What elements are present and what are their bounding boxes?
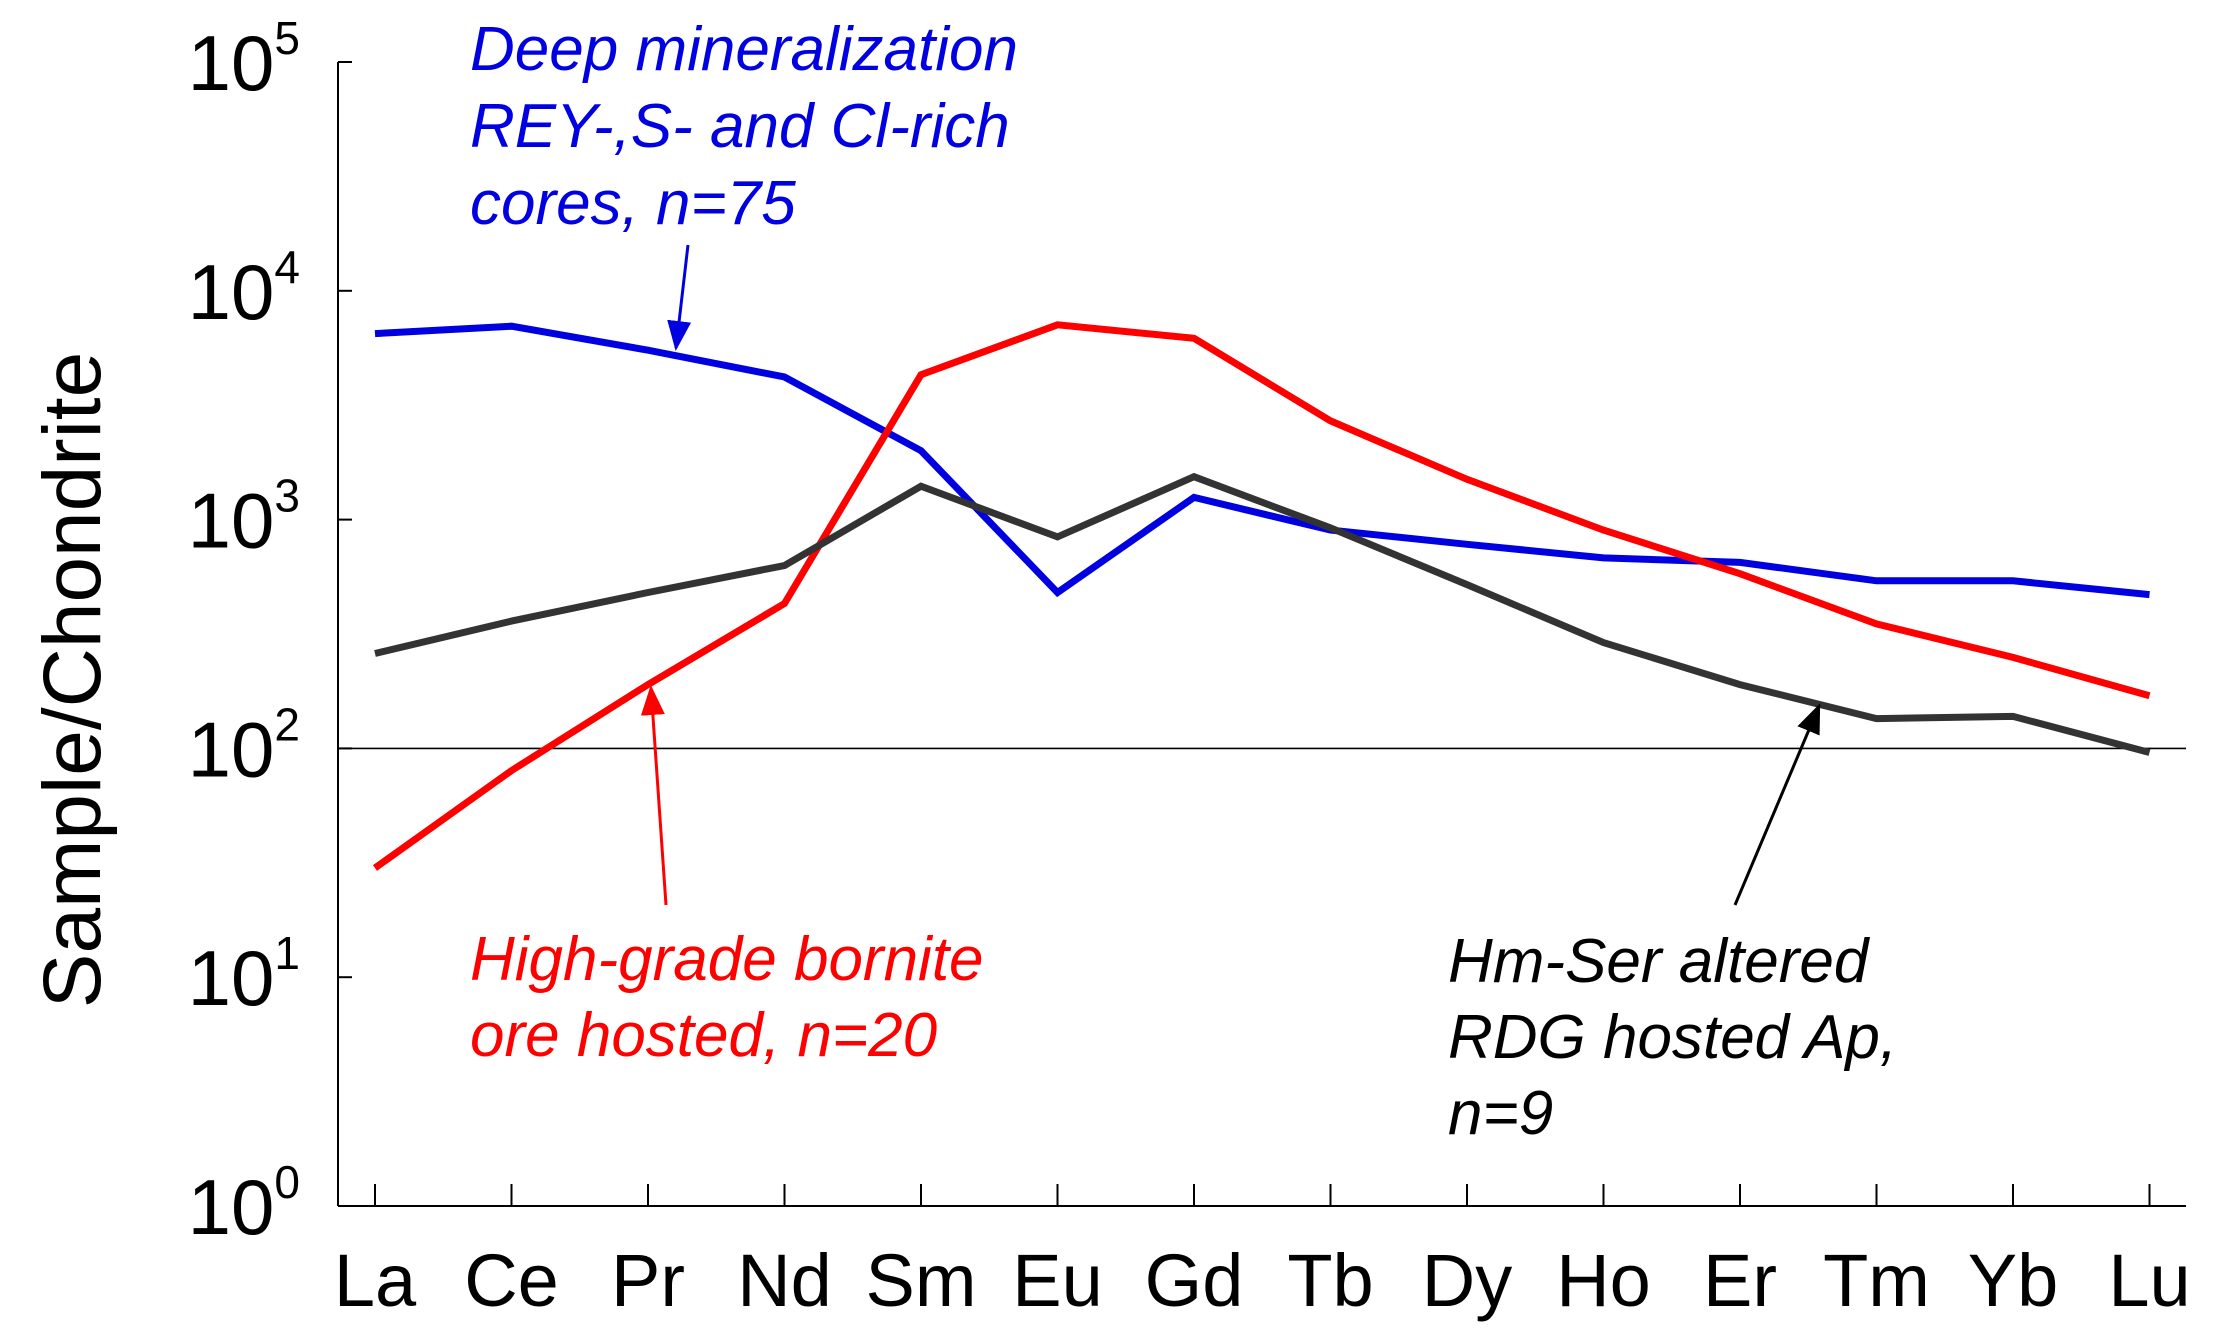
annotation-line: High-grade bornite <box>470 925 984 994</box>
annotation-label-1: Deep mineralization REY-,S- and Cl-rich co… <box>470 15 1018 238</box>
y-tick-label: 100 <box>188 1156 300 1251</box>
annotations: Deep mineralization REY-,S- and Cl-rich co… <box>470 15 1897 1148</box>
x-tick-label: Tm <box>1823 1239 1930 1322</box>
x-tick-label: Dy <box>1422 1239 1512 1322</box>
series-lines <box>372 321 2151 871</box>
series-line-1 <box>374 322 2150 599</box>
series-line-3 <box>374 472 2151 756</box>
y-tick-exponent: 1 <box>274 927 300 979</box>
x-tick-label: Yb <box>1968 1239 2059 1322</box>
x-tick-label: Gd <box>1145 1239 1244 1322</box>
annotation-line: REY-,S- and Cl-rich <box>470 92 1010 161</box>
y-tick-label: 101 <box>188 927 300 1022</box>
y-tick-exponent: 4 <box>274 241 300 293</box>
axes <box>337 61 2186 1207</box>
y-tick-label: 103 <box>188 470 300 565</box>
annotation-arrow-1 <box>667 244 692 351</box>
y-tick-exponent: 2 <box>274 698 300 750</box>
x-tick-label: Ce <box>464 1239 559 1322</box>
annotation-arrow-2 <box>640 685 668 906</box>
series-line-2 <box>372 321 2151 871</box>
x-tick-label: Lu <box>2108 1239 2190 1322</box>
y-tick-base: 10 <box>188 1163 275 1251</box>
annotation-line: cores, n=75 <box>470 169 796 238</box>
y-tick-label: 105 <box>188 12 300 107</box>
x-tick-label: Ho <box>1556 1239 1651 1322</box>
y-axis-label: Sample/Chondrite <box>27 352 118 1008</box>
x-tick-label: Pr <box>611 1239 685 1322</box>
y-tick-base: 10 <box>188 477 275 565</box>
y-tick-base: 10 <box>188 705 275 793</box>
x-tick-label: Sm <box>866 1239 977 1322</box>
x-tick-label: Eu <box>1012 1239 1103 1322</box>
y-tick-base: 10 <box>188 248 275 336</box>
y-tick-exponent: 0 <box>274 1156 300 1208</box>
x-tick-label: Tb <box>1287 1239 1373 1322</box>
x-tick-label: La <box>334 1239 417 1322</box>
y-tick-base: 10 <box>188 19 275 107</box>
annotation-arrow-3 <box>1733 703 1821 906</box>
annotation-label-3: Hm-Ser altered RDG hosted Ap, n=9 <box>1448 927 1897 1148</box>
y-tick-exponent: 5 <box>274 12 300 64</box>
y-tick-label: 104 <box>188 241 300 336</box>
x-tick-label: Er <box>1703 1239 1777 1322</box>
annotation-line: ore hosted, n=20 <box>470 1001 937 1070</box>
annotation-line: Deep mineralization <box>470 15 1018 84</box>
y-tick-exponent: 3 <box>274 470 300 522</box>
y-tick-label: 102 <box>188 698 300 793</box>
x-tick-labels: La Ce Pr Nd Sm Eu Gd Tb Dy Ho Er Tm Yb Lu <box>334 1239 2191 1322</box>
y-tick-base: 10 <box>188 934 275 1022</box>
annotation-label-2: High-grade bornite ore hosted, n=20 <box>470 925 984 1070</box>
annotation-line: RDG hosted Ap, <box>1448 1003 1897 1072</box>
x-tick-label: Nd <box>737 1239 832 1322</box>
annotation-line: n=9 <box>1448 1079 1553 1148</box>
annotation-line: Hm-Ser altered <box>1448 927 1871 996</box>
